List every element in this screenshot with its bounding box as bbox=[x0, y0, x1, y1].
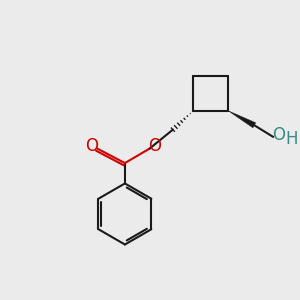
Polygon shape bbox=[228, 111, 256, 128]
Text: O: O bbox=[148, 137, 161, 155]
Text: O: O bbox=[85, 137, 99, 155]
Text: O: O bbox=[272, 127, 285, 145]
Text: H: H bbox=[285, 130, 298, 148]
